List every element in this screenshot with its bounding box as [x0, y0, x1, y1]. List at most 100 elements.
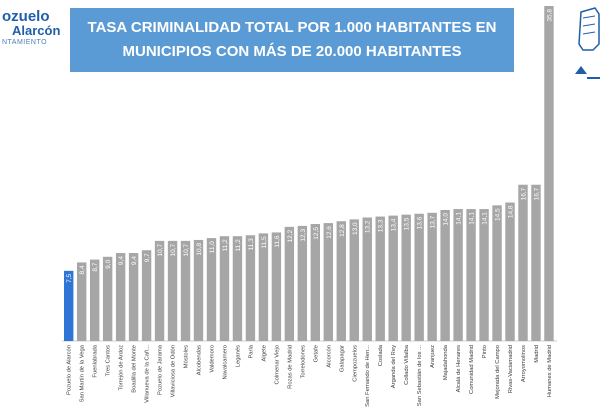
bar — [76, 262, 87, 341]
bar — [388, 215, 398, 341]
category-label: Alcorcón — [326, 345, 332, 368]
category-label: Parla — [248, 344, 254, 358]
category-label: Alcobendas — [197, 345, 203, 375]
data-label: 13,2 — [365, 220, 372, 233]
data-label: 10,8 — [196, 243, 203, 256]
category-label: Tres Cantos — [106, 345, 112, 376]
bar — [167, 240, 178, 341]
category-label: Galapagar — [339, 345, 345, 372]
bar — [245, 235, 256, 341]
bar — [336, 221, 346, 341]
data-label: 13,4 — [391, 218, 398, 231]
crest-icon — [575, 7, 600, 79]
category-label: Pinto — [482, 345, 488, 358]
bar — [141, 250, 152, 341]
bar — [323, 223, 333, 341]
category-label: Humanes de Madrid — [547, 345, 553, 397]
data-label: 16,7 — [521, 187, 528, 200]
data-label: 12,5 — [313, 227, 320, 240]
data-label: 35,8 — [546, 9, 553, 22]
data-label: 13,0 — [352, 222, 359, 235]
data-label: 7,5 — [66, 273, 73, 282]
category-label: Ciempozuelos — [352, 345, 358, 382]
category-label: Móstoles — [184, 345, 190, 368]
bar — [401, 214, 411, 341]
category-label: Boadilla del Monte — [132, 345, 138, 393]
data-label: 13,3 — [378, 219, 385, 232]
category-label: Alcalá de Henares — [456, 345, 462, 392]
bar — [284, 226, 295, 341]
category-label: San Fernando de Hen... — [365, 345, 371, 407]
category-label: Fuenlabrada — [93, 344, 99, 377]
data-label: 14,1 — [469, 212, 476, 225]
bar — [115, 253, 126, 341]
data-label: 14,0 — [443, 213, 450, 226]
data-label: 12,6 — [326, 226, 333, 239]
category-label: Arganda del Rey — [391, 345, 397, 388]
bar — [531, 184, 541, 341]
municipality-logo: ozuelo Alarcón NTAMIENTO — [0, 8, 70, 64]
bar — [89, 259, 100, 341]
bar — [206, 238, 217, 341]
logo-text-line1: ozuelo — [2, 8, 50, 25]
bar — [479, 209, 489, 341]
bar — [310, 224, 321, 341]
bar — [518, 184, 528, 341]
category-label: Algete — [261, 345, 267, 361]
data-label: 14,1 — [482, 212, 489, 225]
data-label: 11,3 — [248, 238, 255, 251]
data-label: 9,7 — [144, 253, 151, 262]
category-label: Valdemoro — [209, 345, 215, 373]
data-label: 12,2 — [287, 229, 294, 242]
data-label: 14,1 — [456, 212, 463, 225]
data-label: 10,7 — [183, 243, 190, 256]
category-label: Coslada — [378, 344, 384, 366]
category-label: Pozuelo de Alarcón — [67, 345, 73, 395]
bar — [362, 217, 372, 341]
category-label: Arroyomolinos — [521, 345, 527, 382]
data-label: 13,7 — [430, 215, 437, 228]
category-label: Torrelodones — [300, 345, 306, 379]
bar — [453, 209, 463, 341]
bar — [544, 6, 554, 341]
category-label: Villanueva de la Cañ... — [145, 345, 151, 403]
bar — [258, 233, 269, 341]
data-label: 8,7 — [92, 262, 99, 271]
bar — [154, 240, 165, 341]
category-label: Leganés — [235, 345, 241, 367]
category-label: Mejorada del Campo — [495, 345, 501, 399]
category-label: San Martín de la Vega — [80, 344, 86, 402]
bar — [427, 212, 437, 341]
category-label: Pozuelo de Jarama — [158, 344, 164, 395]
bar — [466, 209, 476, 341]
data-label: 9,4 — [118, 256, 125, 265]
data-label: 11,0 — [209, 241, 216, 254]
category-label: Madrid — [534, 345, 540, 363]
data-label: 11,2 — [235, 239, 242, 252]
category-label: Getafe — [313, 345, 319, 362]
logo-text-line2: Alarcón — [12, 23, 61, 38]
category-label: Majadahonda — [443, 344, 449, 380]
title-line-2: MUNICIPIOS CON MÁS DE 20.000 HABITANTES — [122, 43, 462, 60]
bar — [440, 209, 450, 341]
bar — [349, 219, 359, 341]
chart-title: TASA CRIMINALIDAD TOTAL POR 1.000 HABITA… — [70, 8, 514, 72]
bar — [64, 270, 74, 341]
bar — [232, 236, 243, 341]
category-label: Villaviciosa de Odón — [171, 345, 177, 397]
category-label: Torrejón de Ardoz — [119, 345, 125, 391]
bar — [128, 253, 139, 341]
data-label: 10,7 — [157, 243, 164, 256]
category-label: Aranjuez — [430, 345, 436, 368]
data-label: 11,5 — [261, 236, 268, 249]
data-label: 12,8 — [339, 224, 346, 237]
data-label: 8,4 — [79, 265, 86, 274]
category-label: Rozas de Madrid — [287, 345, 293, 389]
data-label: 14,8 — [508, 205, 515, 218]
category-label: Navalcarnero — [222, 345, 228, 379]
bar — [492, 205, 502, 341]
data-label: 16,7 — [533, 187, 540, 200]
bar — [180, 240, 191, 341]
data-label: 11,6 — [274, 235, 281, 248]
logo-text-line3: NTAMIENTO — [2, 39, 48, 46]
